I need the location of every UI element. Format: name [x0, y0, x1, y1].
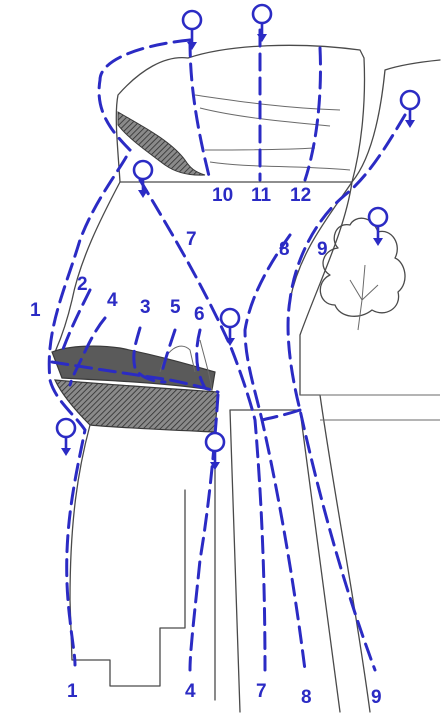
route-line-5 [160, 328, 177, 374]
route-label-4-top: 4 [107, 290, 118, 311]
route-label-6: 6 [194, 304, 205, 325]
route-line-9-link [260, 408, 302, 422]
route-line-8 [243, 233, 307, 672]
route-label-4-bottom: 4 [185, 681, 196, 702]
main-face [54, 181, 371, 713]
route-label-12: 12 [290, 185, 311, 206]
anchor-pins [55, 3, 421, 470]
summit-ledges [194, 94, 351, 171]
route-label-2: 2 [77, 274, 88, 295]
anchor-pin-center [219, 307, 241, 346]
anchor-pin-lower-left [55, 417, 77, 456]
anchor-pin-lower-center [204, 431, 226, 470]
route-numbers: 10 11 12 7 8 9 1 2 4 3 5 6 1 4 7 8 9 [30, 185, 382, 708]
big-roof-shade [54, 379, 219, 433]
route-line-3 [132, 326, 167, 384]
summit-block [115, 44, 366, 183]
route-label-8-bottom: 8 [301, 687, 312, 708]
anchor-pin-tree [367, 206, 389, 246]
route-lines [47, 28, 407, 672]
route-line-1 [47, 38, 192, 667]
route-line-4-upper [68, 316, 107, 387]
route-line-12 [303, 46, 322, 182]
route-label-9-bottom: 9 [371, 687, 382, 708]
route-label-1-top: 1 [30, 300, 41, 321]
tree [319, 217, 406, 331]
route-label-8-mid: 8 [279, 239, 290, 260]
top-overhang-shade [117, 111, 206, 176]
route-line-7 [138, 178, 267, 672]
anchor-pin-top-right [399, 89, 421, 128]
anchor-pin-mid-left [132, 159, 154, 198]
route-label-9-mid: 9 [317, 239, 328, 260]
rock-sketch [51, 44, 441, 713]
route-line-9 [286, 113, 407, 672]
route-label-7-bottom: 7 [256, 681, 267, 702]
route-label-11: 11 [251, 185, 272, 206]
small-block [159, 339, 213, 391]
right-ledges [300, 394, 440, 421]
route-label-5: 5 [170, 297, 181, 318]
anchor-pin-top-left [181, 9, 203, 50]
route-line-4-lower [188, 393, 220, 672]
route-line-2 [60, 288, 92, 354]
route-line-roof-traverse [50, 360, 220, 394]
route-line-10 [188, 38, 212, 182]
route-label-10: 10 [212, 185, 233, 206]
route-line-6 [195, 328, 207, 390]
route-label-7-mid: 7 [186, 229, 197, 250]
big-roof-top [51, 345, 216, 391]
route-label-1-bottom: 1 [67, 681, 78, 702]
route-label-3: 3 [140, 297, 151, 318]
lower-face [69, 409, 341, 713]
anchor-pin-top-center [251, 3, 273, 42]
